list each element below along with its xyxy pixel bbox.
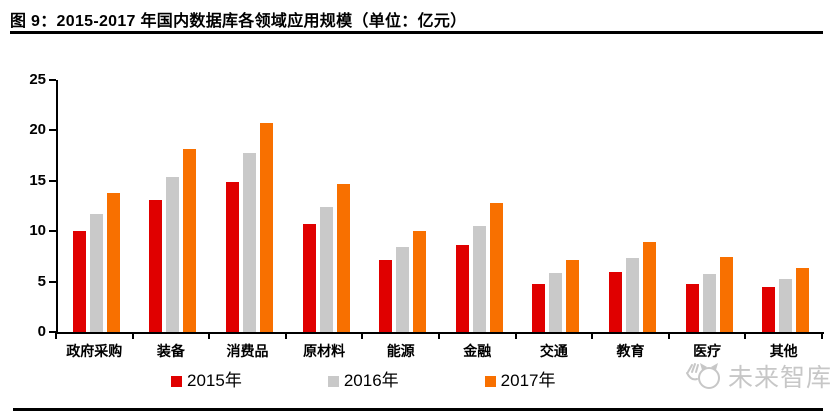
- x-category-label-金融: 金融: [463, 343, 492, 359]
- bar-2015年-教育: [608, 272, 622, 332]
- y-tick-label-0: 0: [37, 323, 46, 340]
- bar-2016年-政府采购: [89, 214, 103, 332]
- y-tick-label-25: 25: [29, 71, 46, 88]
- bar-2017年-交通: [566, 260, 580, 332]
- bar-group-金融: [441, 80, 518, 332]
- bar-group-能源: [364, 80, 441, 332]
- x-tick-mark-8: [667, 333, 670, 339]
- title-underline: [10, 31, 823, 34]
- legend-label-2016年: 2016年: [343, 371, 399, 390]
- bar-2016年-金融: [472, 226, 486, 332]
- x-tick-mark-5: [438, 333, 440, 339]
- legend-swatch-2015年: [171, 375, 182, 387]
- x-tick-mark-10: [821, 333, 823, 339]
- y-tick-mark-25: [49, 79, 56, 81]
- x-category-label-政府采购: 政府采购: [66, 343, 123, 359]
- bar-2016年-装备: [166, 177, 180, 332]
- legend-swatch-2017年: [484, 375, 496, 387]
- y-tick-mark-20: [49, 129, 56, 132]
- watermark-text: 未来智库: [728, 364, 833, 392]
- x-tick-mark-3: [284, 333, 287, 339]
- x-tick-mark-7: [591, 333, 594, 339]
- chart-legend: 2015年 2016年 2017年: [171, 371, 555, 391]
- x-tick-mark-9: [744, 333, 747, 339]
- bar-group-消费品: [211, 80, 288, 332]
- legend-item-2016年: 2016年: [327, 371, 399, 391]
- bar-2017年-能源: [413, 231, 427, 332]
- y-tick-mark-5: [49, 280, 56, 283]
- bar-2017年-其他: [796, 268, 810, 332]
- bar-2016年-能源: [396, 247, 410, 332]
- bar-2017年-原材料: [336, 184, 350, 332]
- y-tick-mark-15: [49, 179, 56, 182]
- x-category-label-医疗: 医疗: [693, 343, 722, 359]
- bar-group-交通: [518, 80, 595, 332]
- bar-2015年-医疗: [685, 284, 699, 332]
- x-category-label-消费品: 消费品: [226, 343, 269, 359]
- legend-item-2015年: 2015年: [171, 371, 242, 391]
- plot-area: [56, 80, 824, 334]
- y-tick-label-5: 5: [37, 272, 46, 290]
- watermark: 未来智库: [684, 358, 832, 394]
- bar-2015年-装备: [149, 200, 163, 332]
- bar-2015年-消费品: [225, 182, 239, 332]
- bar-2015年-政府采购: [72, 231, 86, 332]
- x-tick-mark-2: [208, 333, 211, 339]
- bar-group-原材料: [288, 80, 365, 332]
- bar-2016年-其他: [779, 279, 793, 332]
- bar-2017年-政府采购: [106, 193, 120, 332]
- legend-label-2015年: 2015年: [187, 371, 242, 390]
- bar-2017年-教育: [642, 242, 656, 332]
- bar-group-其他: [747, 80, 824, 332]
- bar-2015年-其他: [762, 287, 776, 332]
- x-tick-mark-6: [514, 333, 517, 339]
- bar-2017年-医疗: [719, 257, 733, 332]
- legend-item-2017年: 2017年: [484, 371, 556, 391]
- legend-swatch-2016年: [327, 375, 339, 387]
- bar-2016年-原材料: [319, 207, 333, 332]
- x-category-label-装备: 装备: [156, 343, 185, 359]
- bar-2016年-教育: [625, 258, 639, 332]
- y-tick-label-15: 15: [29, 171, 46, 189]
- y-tick-label-10: 10: [29, 222, 46, 240]
- y-tick-mark-10: [49, 230, 56, 233]
- mascot-logo-icon: [686, 363, 720, 389]
- bar-2016年-交通: [549, 273, 563, 332]
- bottom-rule: [13, 408, 823, 411]
- x-tick-mark-4: [361, 333, 364, 339]
- bar-2017年-装备: [183, 149, 197, 332]
- bar-2015年-能源: [379, 260, 393, 332]
- bar-2015年-原材料: [302, 224, 316, 332]
- bar-group-装备: [135, 80, 212, 332]
- x-category-label-其他: 其他: [769, 343, 798, 359]
- bar-2015年-交通: [532, 284, 546, 332]
- figure-title: 图 9：2015-2017 年国内数据库各领域应用规模（单位：亿元）: [10, 13, 467, 30]
- y-tick-label-20: 20: [29, 121, 46, 139]
- x-category-label-交通: 交通: [539, 343, 568, 359]
- bar-group-医疗: [671, 80, 748, 332]
- y-tick-mark-0: [49, 331, 56, 333]
- legend-label-2017年: 2017年: [500, 371, 556, 390]
- bar-2016年-医疗: [702, 274, 716, 332]
- bar-2015年-金融: [455, 245, 469, 332]
- bar-2017年-消费品: [259, 123, 273, 332]
- bar-group-教育: [594, 80, 671, 332]
- x-category-label-教育: 教育: [616, 343, 645, 359]
- bar-group-政府采购: [58, 80, 135, 332]
- x-category-label-能源: 能源: [386, 343, 415, 359]
- x-tick-mark-1: [131, 333, 134, 339]
- x-category-label-原材料: 原材料: [303, 343, 346, 359]
- bar-2017年-金融: [489, 203, 503, 332]
- x-tick-mark-0: [55, 333, 57, 339]
- bar-2016年-消费品: [242, 153, 256, 332]
